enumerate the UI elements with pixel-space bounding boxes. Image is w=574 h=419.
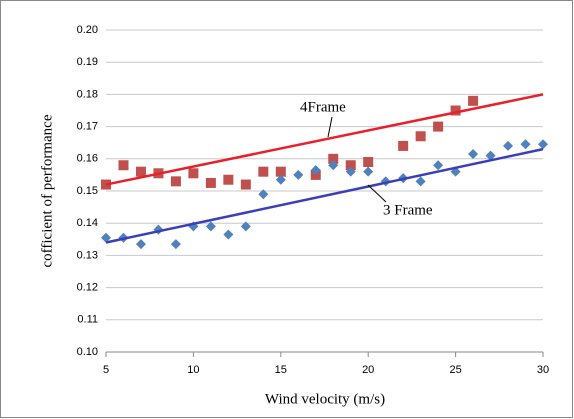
y-tick-label: 0.11 [77,314,98,326]
point [258,189,269,200]
y-tick-label: 0.18 [77,88,98,100]
point [450,105,461,116]
annotation-pointer [327,116,333,138]
point [363,166,374,177]
point [485,150,496,161]
point [538,139,548,150]
point [415,176,426,187]
point [433,160,444,171]
point [275,166,286,177]
x-tick-label: 20 [362,364,374,376]
y-tick-label: 0.20 [77,24,98,36]
point [135,239,146,250]
point [503,140,514,151]
annotation: 4Frame [300,99,346,115]
point [433,121,444,132]
point [363,157,374,168]
trend-line [105,147,544,244]
point [345,160,356,171]
point [101,232,111,243]
point [345,166,356,177]
point [520,139,531,150]
point [275,174,286,185]
point [170,176,181,187]
point [205,177,216,188]
point [310,165,321,176]
annotation: 3 Frame [383,202,433,218]
point [205,221,216,232]
point [468,95,479,106]
point [118,160,129,171]
y-axis-label: cofficient of performance [39,114,55,267]
x-tick-label: 30 [537,364,549,376]
x-tick-label: 10 [187,364,199,376]
trend-line [105,93,544,186]
point [468,148,479,159]
x-axis-label: Wind velocity (m/s) [265,391,385,407]
y-tick-label: 0.15 [77,185,98,197]
x-tick-label: 5 [103,364,109,376]
point [258,166,269,177]
y-tick-label: 0.17 [77,121,98,133]
y-tick-label: 0.19 [77,56,98,68]
point [328,153,339,164]
y-tick-label: 0.12 [77,282,98,294]
point [223,174,234,185]
y-tick-label: 0.13 [77,249,98,261]
point [398,140,409,151]
point [293,169,304,180]
point [240,221,251,232]
y-tick-label: 0.16 [77,153,98,165]
point [328,160,339,171]
point [188,168,199,179]
point [170,239,181,250]
point [223,229,234,240]
y-tick-label: 0.10 [77,346,98,358]
y-tick-label: 0.14 [77,217,98,229]
point [415,131,426,142]
point [135,166,146,177]
annotation-pointer [367,184,387,203]
x-tick-label: 25 [449,364,461,376]
point [240,179,251,190]
x-tick-label: 15 [275,364,287,376]
